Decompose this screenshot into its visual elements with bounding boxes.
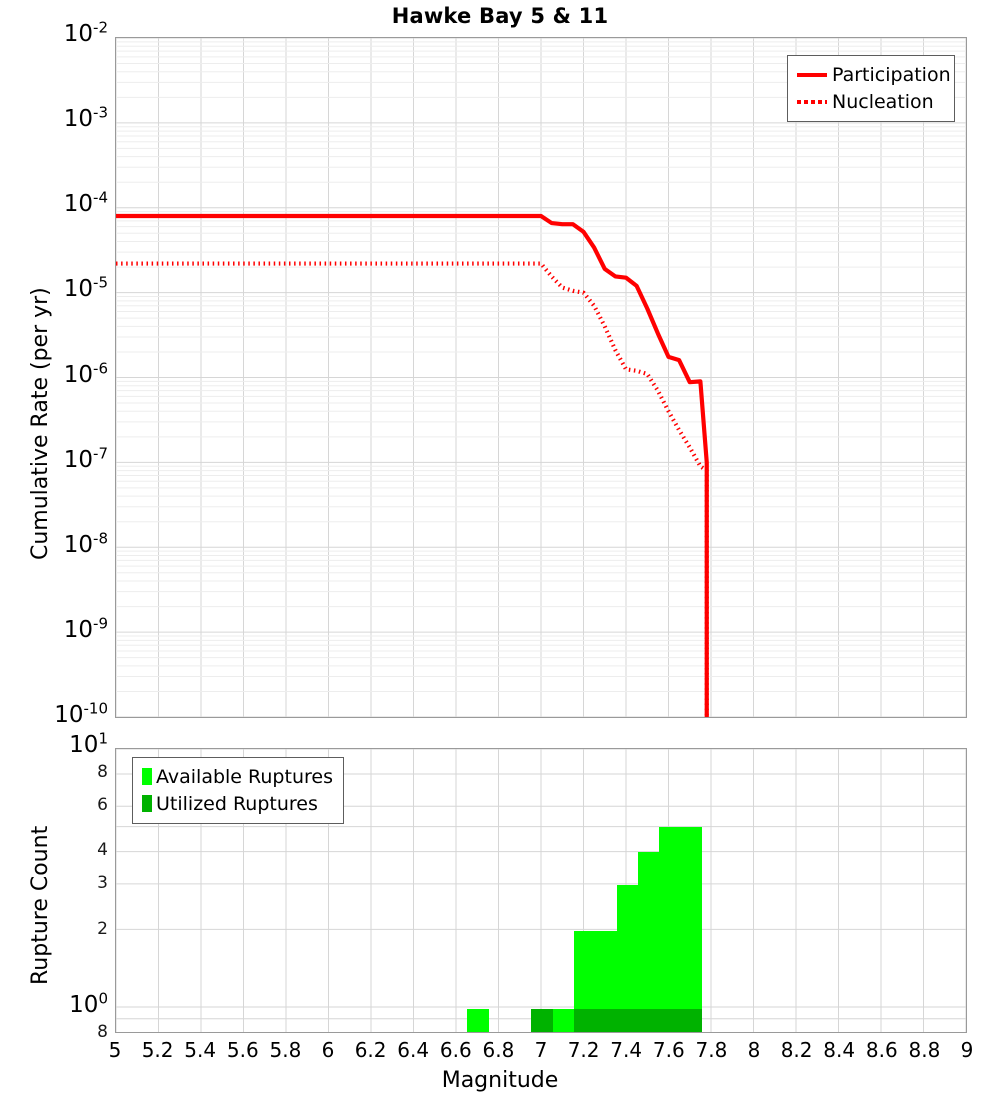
x-tick: 7.4 <box>610 1038 643 1062</box>
bottom-y-tick-minor: 2 <box>97 918 108 939</box>
x-tick: 5.6 <box>226 1038 259 1062</box>
dotted-line-icon <box>797 99 827 104</box>
rupture-legend: Available Ruptures Utilized Ruptures <box>132 757 344 824</box>
x-tick: 7.6 <box>652 1038 685 1062</box>
x-tick: 8.6 <box>865 1038 898 1062</box>
legend-label-nucleation: Nucleation <box>832 90 934 113</box>
x-tick: 5.8 <box>269 1038 302 1062</box>
top-y-tick: 10-2 <box>63 18 108 47</box>
legend-label-utilized: Utilized Ruptures <box>156 792 318 815</box>
cumulative-rate-plot <box>115 37 967 718</box>
rupture-bars <box>116 749 966 1032</box>
bar-available[interactable] <box>573 930 596 1032</box>
bar-available[interactable] <box>595 930 617 1032</box>
bar-utilized[interactable] <box>680 1008 702 1032</box>
x-tick: 6.8 <box>482 1038 515 1062</box>
x-tick: 6.6 <box>439 1038 472 1062</box>
legend-item-utilized[interactable]: Utilized Ruptures <box>142 790 334 817</box>
top-y-tick: 10-8 <box>63 529 108 558</box>
bar-available[interactable] <box>552 1008 574 1032</box>
bar-utilized[interactable] <box>637 1008 660 1032</box>
bottom-y-tick-major: 100 <box>69 989 108 1018</box>
bar-available[interactable] <box>616 884 638 1032</box>
top-y-tick: 10-3 <box>63 103 108 133</box>
bottom-y-tick-minor: 8 <box>97 762 108 783</box>
utilized-swatch-icon <box>142 795 152 812</box>
x-tick: 8.2 <box>780 1038 813 1062</box>
top-y-tick: 10-9 <box>63 614 108 643</box>
x-tick: 6 <box>321 1038 335 1062</box>
bottom-y-tick-minor: 8 <box>97 1022 108 1042</box>
legend-item-nucleation[interactable]: Nucleation <box>797 88 945 115</box>
bottom-y-tick-major: 101 <box>69 729 108 758</box>
top-y-tick: 10-10 <box>54 699 108 728</box>
x-tick: 5.4 <box>184 1038 217 1062</box>
top-y-tick: 10-5 <box>63 273 108 303</box>
bar-utilized[interactable] <box>531 1008 553 1032</box>
top-y-tick: 10-4 <box>63 188 108 218</box>
available-swatch-icon <box>142 768 152 785</box>
legend-label-available: Available Ruptures <box>156 765 333 788</box>
x-tick: 5.2 <box>141 1038 174 1062</box>
x-tick: 7.8 <box>695 1038 728 1062</box>
bottom-y-tick-labels: 101 100 8 6 4 3 2 8 <box>0 0 108 1100</box>
bar-available[interactable] <box>680 827 702 1032</box>
bar-utilized[interactable] <box>595 1008 617 1032</box>
x-tick: 5 <box>108 1038 122 1062</box>
bottom-y-tick-minor: 4 <box>97 840 108 861</box>
top-y-tick: 10-6 <box>63 358 108 388</box>
x-tick: 7 <box>534 1038 548 1062</box>
bar-utilized[interactable] <box>573 1008 596 1032</box>
x-tick: 9 <box>960 1038 974 1062</box>
solid-line-icon <box>797 72 827 77</box>
x-tick: 8.4 <box>823 1038 856 1062</box>
x-tick: 7.2 <box>567 1038 600 1062</box>
bottom-y-tick-minor: 3 <box>97 872 108 893</box>
top-y-tick-labels: 10-2 10-3 10-4 10-5 10-6 10-7 10-8 10-9 10-10 <box>0 0 108 1100</box>
bar-available[interactable] <box>467 1008 489 1032</box>
x-tick: 8.8 <box>908 1038 941 1062</box>
legend-item-available[interactable]: Available Ruptures <box>142 763 334 790</box>
bottom-y-tick-minor: 6 <box>97 794 108 815</box>
mfd-curves <box>116 213 709 717</box>
x-axis-label: Magnitude <box>441 1068 559 1093</box>
page-title: Hawke Bay 5 & 11 <box>391 4 609 28</box>
x-tick: 6.4 <box>397 1038 430 1062</box>
bar-available[interactable] <box>637 852 660 1032</box>
bottom-y-axis-label: Rupture Count <box>28 825 53 985</box>
bar-available[interactable] <box>659 827 681 1032</box>
curve-legend: Participation Nucleation <box>787 55 955 122</box>
bar-utilized[interactable] <box>659 1008 681 1032</box>
bar-utilized[interactable] <box>616 1008 638 1032</box>
x-tick: 8 <box>747 1038 761 1062</box>
top-y-tick: 10-7 <box>63 443 108 473</box>
legend-label-participation: Participation <box>832 63 951 86</box>
x-tick: 6.2 <box>354 1038 387 1062</box>
legend-item-participation[interactable]: Participation <box>797 61 951 88</box>
